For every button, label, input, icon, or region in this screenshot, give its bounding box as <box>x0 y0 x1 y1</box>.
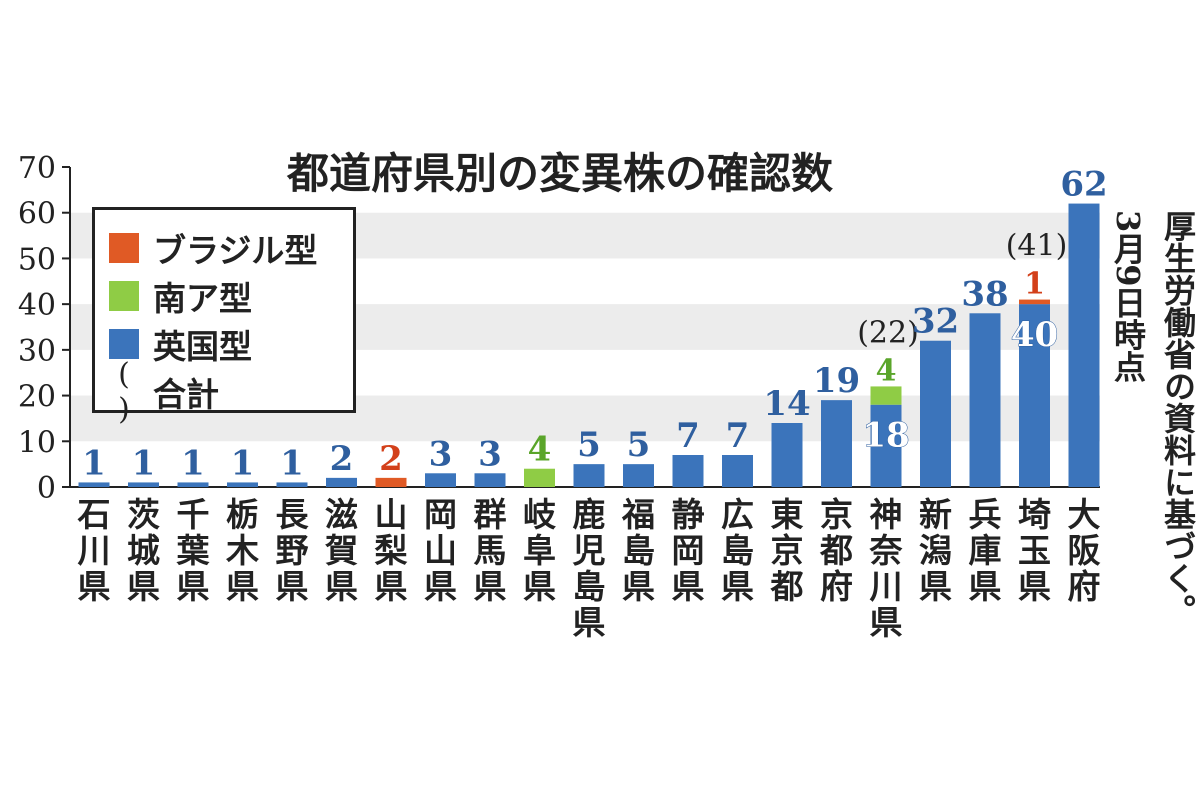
category-label: 岐阜県 <box>523 495 556 606</box>
category-label: 石川県 <box>77 495 111 606</box>
bar-segment <box>1068 203 1100 488</box>
value-label-inside: 18 <box>862 416 909 456</box>
category-label: 大阪府 <box>1068 495 1101 606</box>
value-label-top: 4 <box>876 353 897 388</box>
legend-item-brazil: ブラジル型 <box>109 224 353 272</box>
legend-item-uk: 英国型 <box>109 320 353 368</box>
bar-segment <box>1019 304 1050 487</box>
legend: ブラジル型 南ア型 英国型 ( ) 合計 <box>92 207 356 427</box>
category-label: 千葉県 <box>176 495 211 606</box>
bar-segment <box>227 482 258 487</box>
bar-segment <box>722 455 753 487</box>
bar-segment <box>128 482 159 487</box>
source-note: 厚生労働省の資料に基づく。 <box>1159 210 1197 626</box>
legend-label-brazil: ブラジル型 <box>153 231 318 270</box>
category-label: 埼玉県 <box>1018 495 1051 606</box>
category-label: 神奈川県 <box>869 495 903 642</box>
bar-segment <box>821 400 852 487</box>
total-label: (41) <box>1006 229 1068 264</box>
category-label: 滋賀県 <box>325 495 358 606</box>
value-label: 5 <box>627 425 651 465</box>
value-label: 4 <box>528 430 552 470</box>
bar-segment <box>425 473 456 487</box>
bar-segment <box>177 482 209 487</box>
value-label: 2 <box>330 439 354 479</box>
bar-segment <box>1019 299 1050 305</box>
value-label: 19 <box>813 361 860 401</box>
bar-segment <box>870 404 902 487</box>
bar-segment <box>276 482 308 487</box>
value-label: 2 <box>379 439 403 479</box>
value-label: 3 <box>478 434 502 474</box>
bar-segment <box>326 477 357 487</box>
bar-segment <box>969 313 1001 487</box>
legend-label-south-africa: 南ア型 <box>153 279 252 318</box>
value-label: 1 <box>132 443 156 483</box>
y-tick-label: 70 <box>18 151 56 186</box>
bar-segment <box>573 464 605 487</box>
value-label-inside: 40 <box>1011 315 1058 355</box>
legend-swatch-uk <box>109 329 139 359</box>
category-label: 静岡県 <box>672 495 705 606</box>
bar-segment <box>920 340 951 487</box>
value-label: 7 <box>726 416 750 456</box>
y-tick-label: 30 <box>18 334 56 369</box>
value-label: 7 <box>676 416 700 456</box>
y-tick-label: 50 <box>18 242 56 277</box>
value-label: 1 <box>231 443 255 483</box>
value-label: 5 <box>577 425 601 465</box>
category-label: 山梨県 <box>375 495 408 606</box>
value-label: 1 <box>82 443 106 483</box>
value-label: 3 <box>429 434 453 474</box>
category-label: 群馬県 <box>474 495 507 606</box>
bar-segment <box>78 482 110 487</box>
category-label: 兵庫県 <box>969 495 1002 606</box>
category-label: 長野県 <box>276 495 310 606</box>
category-label: 広島県 <box>721 495 754 606</box>
category-label: 京都府 <box>819 495 853 606</box>
legend-label-total: 合計 <box>153 375 219 414</box>
value-label: 62 <box>1060 165 1107 205</box>
legend-total-symbol: ( ) <box>118 357 130 427</box>
value-label: 1 <box>280 443 304 483</box>
chart-title: 都道府県別の変異株の確認数 <box>286 149 833 198</box>
category-label: 福島県 <box>621 495 655 606</box>
date-note: 3月9日時点 <box>1109 210 1147 383</box>
value-label: 1 <box>181 443 205 483</box>
legend-swatch-brazil <box>109 233 139 263</box>
value-label: 14 <box>763 384 810 424</box>
legend-swatch-south-africa <box>109 281 139 311</box>
bar-segment <box>771 423 803 487</box>
legend-item-south-africa: 南ア型 <box>109 272 353 320</box>
y-tick-label: 0 <box>37 471 56 506</box>
x-axis-categories: 石川県茨城県千葉県栃木県長野県滋賀県山梨県岡山県群馬県岐阜県鹿児島県福島県静岡県… <box>77 495 1101 642</box>
y-tick-label: 20 <box>18 380 56 415</box>
bar-segment <box>474 473 506 487</box>
legend-item-total: ( ) 合計 <box>109 357 353 427</box>
category-label: 栃木県 <box>225 495 259 606</box>
value-label: 38 <box>961 274 1008 314</box>
y-tick-label: 10 <box>18 425 56 460</box>
y-tick-label: 40 <box>18 288 56 323</box>
bars <box>78 203 1100 488</box>
bar-segment <box>524 468 555 487</box>
category-label: 岡山県 <box>424 495 457 606</box>
value-label: 32 <box>912 302 959 342</box>
category-label: 茨城県 <box>127 495 160 606</box>
bar-segment <box>623 464 654 487</box>
value-label-top: 1 <box>1024 267 1045 302</box>
bar-segment <box>375 477 407 487</box>
bar-segment <box>672 455 704 487</box>
category-label: 鹿児島県 <box>573 495 606 642</box>
y-tick-label: 60 <box>18 197 56 232</box>
legend-label-uk: 英国型 <box>153 327 252 366</box>
bar-segment <box>870 386 902 405</box>
total-label: (22) <box>857 315 919 350</box>
category-label: 東京都 <box>770 495 804 606</box>
category-label: 新潟県 <box>919 495 952 606</box>
